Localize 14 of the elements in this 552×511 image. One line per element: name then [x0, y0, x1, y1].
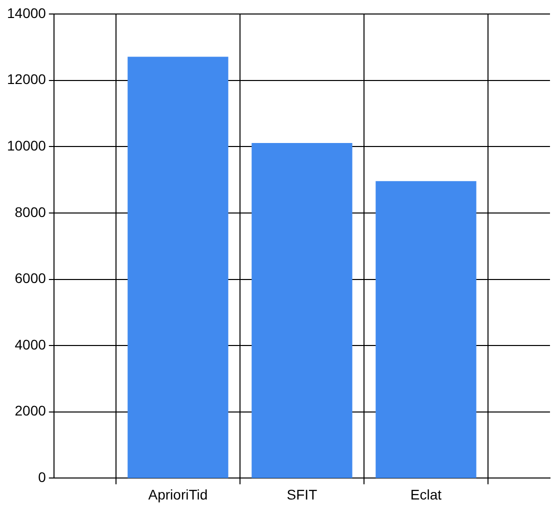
y-tick-label: 6000	[14, 270, 46, 286]
y-tick-label: 2000	[14, 402, 46, 419]
bar	[252, 142, 352, 478]
x-tick-label: Eclat	[410, 486, 442, 502]
x-tick-label: SFIT	[286, 486, 318, 502]
y-tick-label: 0	[38, 469, 46, 486]
y-tick-label: 4000	[14, 336, 46, 352]
bar	[376, 181, 476, 478]
bar	[128, 56, 228, 478]
x-tick-label: AprioriTid	[148, 486, 208, 502]
y-tick-label: 10000	[6, 137, 46, 154]
y-tick-label: 8000	[14, 204, 46, 220]
y-tick-label: 14000	[6, 4, 46, 21]
y-tick-label: 12000	[6, 71, 46, 88]
